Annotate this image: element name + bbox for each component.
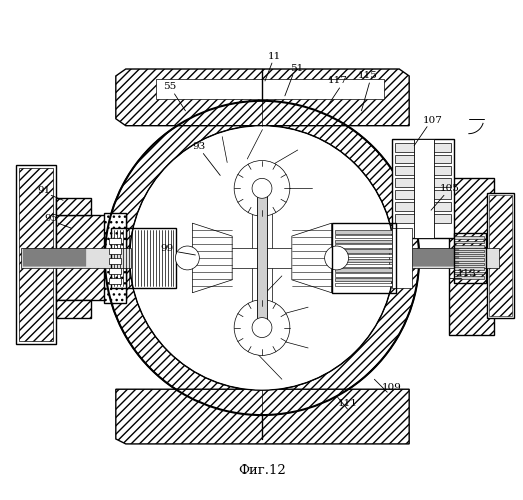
Bar — [335, 282, 392, 286]
Bar — [454, 263, 484, 266]
Bar — [335, 235, 392, 238]
Bar — [389, 248, 498, 268]
Text: 115: 115 — [357, 72, 377, 80]
Bar — [335, 254, 392, 258]
Circle shape — [130, 126, 394, 390]
Bar — [414, 138, 434, 238]
Circle shape — [234, 300, 290, 356]
Polygon shape — [449, 178, 494, 334]
Bar — [104, 213, 126, 302]
Bar — [335, 273, 392, 276]
Bar — [392, 138, 454, 238]
Bar — [454, 258, 484, 261]
Bar — [392, 228, 412, 288]
Text: 51: 51 — [290, 64, 303, 72]
Bar — [395, 178, 451, 188]
Bar — [109, 238, 121, 244]
Bar — [109, 278, 121, 284]
Bar — [111, 228, 176, 288]
Bar — [454, 254, 484, 256]
Bar — [395, 142, 451, 152]
Circle shape — [325, 246, 348, 270]
Circle shape — [252, 318, 272, 338]
Polygon shape — [292, 223, 332, 293]
Circle shape — [234, 160, 290, 216]
Polygon shape — [56, 300, 91, 318]
Text: Фиг.12: Фиг.12 — [238, 464, 286, 477]
Bar — [332, 223, 396, 293]
Bar — [257, 184, 267, 332]
Text: 109: 109 — [381, 382, 401, 392]
Bar — [335, 259, 392, 262]
Bar — [192, 248, 332, 268]
Bar — [395, 166, 451, 175]
Text: 99: 99 — [161, 244, 174, 252]
Bar — [335, 240, 392, 243]
Bar — [109, 258, 121, 264]
Text: 55: 55 — [164, 82, 177, 92]
Text: 111: 111 — [337, 398, 357, 407]
Text: 95: 95 — [44, 214, 58, 222]
Text: 113: 113 — [457, 270, 477, 278]
Bar — [454, 272, 484, 274]
Polygon shape — [56, 215, 126, 300]
Bar — [252, 194, 272, 322]
Bar — [335, 264, 392, 267]
Bar — [395, 202, 451, 211]
Bar — [454, 250, 484, 252]
Bar — [335, 249, 392, 252]
Polygon shape — [19, 168, 53, 342]
Bar — [155, 79, 384, 99]
Text: 93: 93 — [192, 142, 206, 151]
Text: 105: 105 — [440, 184, 460, 193]
Bar — [454, 236, 484, 238]
Polygon shape — [192, 223, 232, 293]
Bar — [454, 240, 484, 243]
Bar — [454, 245, 484, 248]
Text: 107: 107 — [423, 116, 443, 125]
Bar — [335, 244, 392, 248]
Polygon shape — [105, 101, 419, 415]
Bar — [454, 233, 486, 283]
Circle shape — [252, 178, 272, 199]
Bar — [454, 276, 484, 279]
Circle shape — [131, 126, 393, 389]
Polygon shape — [16, 166, 56, 344]
Text: 91: 91 — [37, 186, 51, 195]
Bar — [454, 268, 484, 270]
Text: 11: 11 — [268, 52, 281, 60]
Polygon shape — [56, 198, 91, 215]
Bar — [109, 248, 121, 254]
Bar — [21, 248, 131, 268]
Polygon shape — [487, 194, 514, 318]
Bar — [395, 214, 451, 223]
Polygon shape — [116, 389, 409, 444]
Polygon shape — [488, 196, 511, 316]
Bar — [335, 268, 392, 272]
Bar — [335, 230, 392, 234]
Bar — [395, 190, 451, 200]
Polygon shape — [116, 69, 409, 126]
Circle shape — [176, 246, 199, 270]
Bar — [395, 154, 451, 164]
Text: 117: 117 — [327, 76, 347, 86]
Bar — [335, 278, 392, 281]
Bar — [109, 268, 121, 274]
